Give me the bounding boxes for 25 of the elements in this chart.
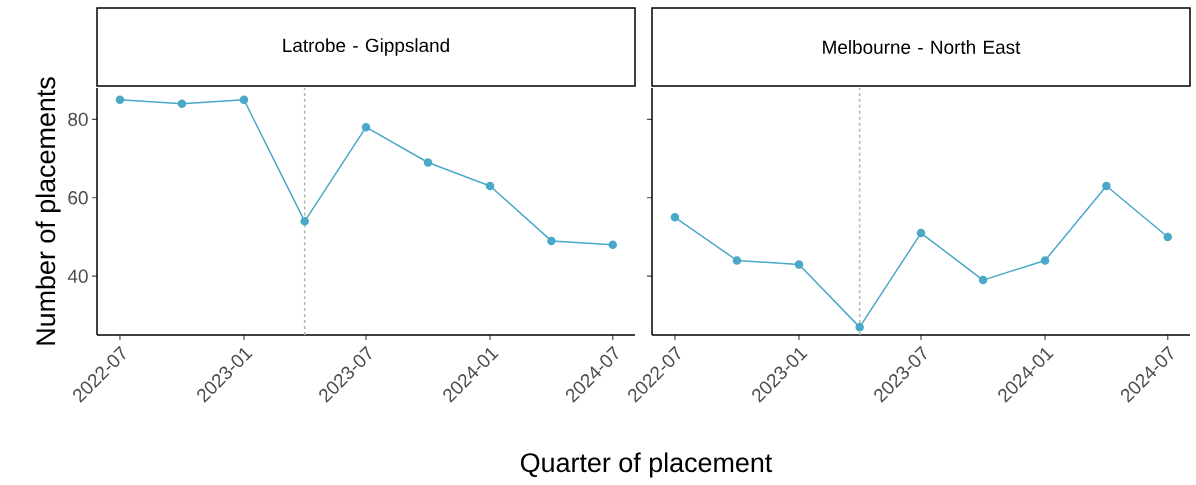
point — [1163, 232, 1173, 242]
y-axis-title: Number of placements — [35, 77, 61, 345]
point — [855, 322, 864, 332]
point — [300, 217, 309, 226]
point — [916, 228, 926, 238]
point — [485, 181, 495, 191]
chart-title: Melbourne - North East — [823, 40, 1021, 54]
point — [423, 158, 433, 167]
point — [978, 275, 988, 285]
point — [1040, 256, 1050, 265]
y-tick-label: 80 — [68, 112, 88, 127]
point — [1102, 181, 1111, 191]
point — [547, 236, 556, 246]
point — [608, 240, 618, 250]
point — [732, 256, 742, 265]
point — [115, 95, 125, 104]
x-axis-title: Quarter of placement — [520, 452, 773, 478]
point — [361, 122, 371, 132]
y-tick-label: 40 — [67, 269, 88, 283]
point — [239, 95, 249, 104]
point — [177, 99, 187, 108]
y-tick-label: 60 — [68, 191, 88, 205]
point — [794, 260, 804, 269]
chart-title: Latrobe - Gippsland — [283, 38, 449, 56]
point — [670, 213, 680, 222]
